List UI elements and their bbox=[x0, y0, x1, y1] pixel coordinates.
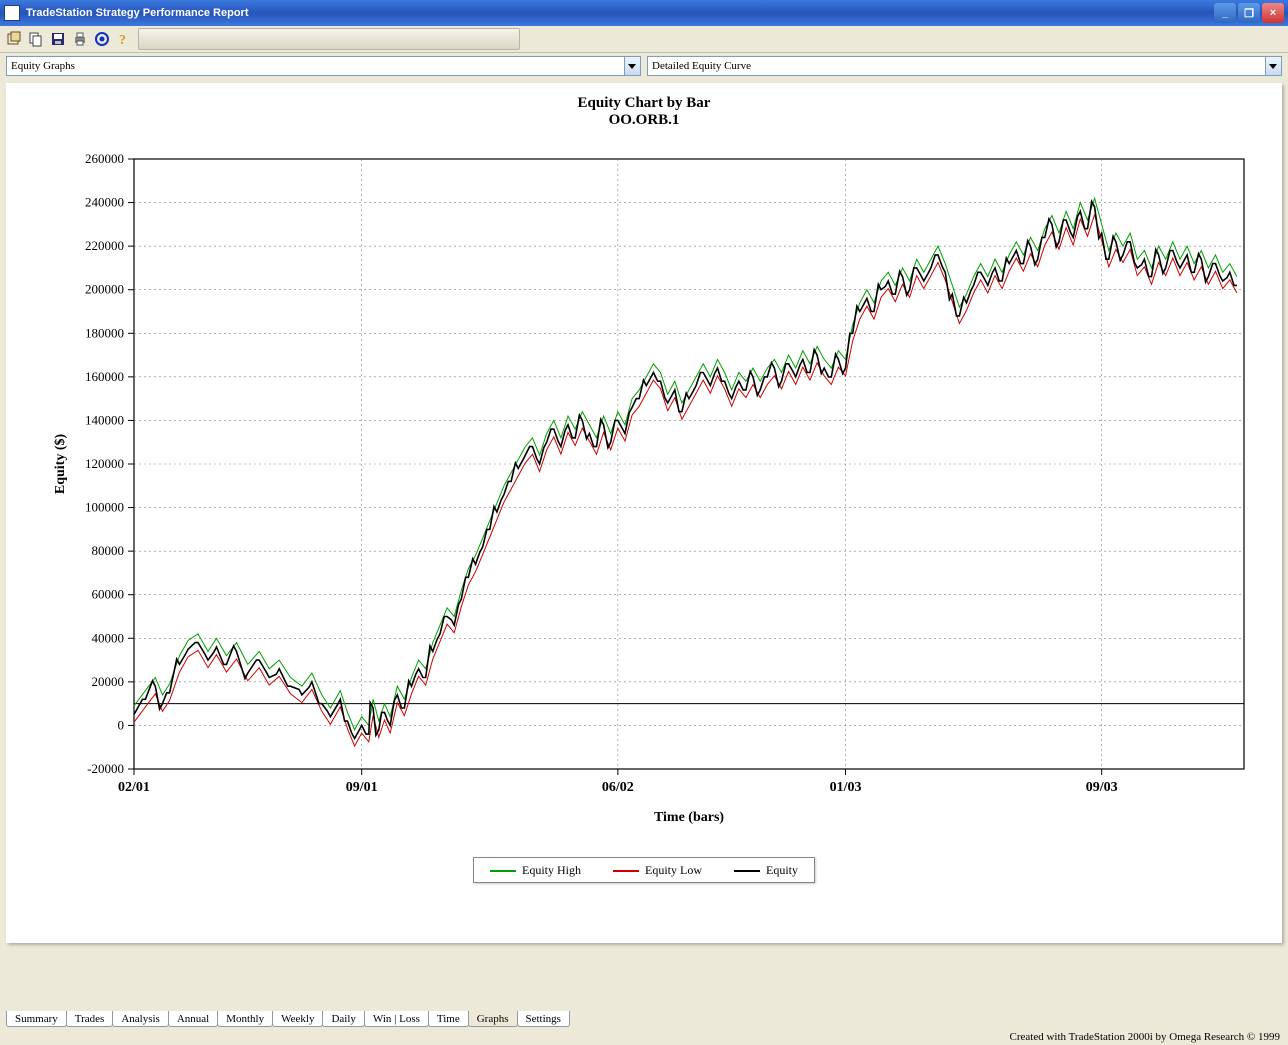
tab-analysis[interactable]: Analysis bbox=[112, 1011, 169, 1027]
tab-trades[interactable]: Trades bbox=[66, 1011, 114, 1027]
svg-text:01/03: 01/03 bbox=[830, 780, 862, 795]
toolbar: ? bbox=[0, 26, 1288, 53]
svg-text:140000: 140000 bbox=[85, 412, 124, 427]
legend-label: Equity Low bbox=[645, 863, 702, 877]
svg-text:09/03: 09/03 bbox=[1086, 780, 1118, 795]
chart-panel: Equity Chart by Bar OO.ORB.1 -20000 0 2000… bbox=[6, 83, 1282, 943]
close-button[interactable]: × bbox=[1262, 3, 1284, 23]
window-title: TradeStation Strategy Performance Report bbox=[26, 7, 249, 19]
tab-daily[interactable]: Daily bbox=[322, 1011, 364, 1027]
svg-text:40000: 40000 bbox=[92, 630, 125, 645]
tab-settings[interactable]: Settings bbox=[517, 1011, 570, 1027]
legend-swatch bbox=[613, 870, 639, 872]
svg-text:Time (bars): Time (bars) bbox=[654, 810, 724, 825]
chart-title: Equity Chart by Bar bbox=[6, 83, 1282, 112]
legend-swatch bbox=[490, 870, 516, 872]
title-bar: TradeStation Strategy Performance Report… bbox=[0, 0, 1288, 26]
minimize-button[interactable]: _ bbox=[1214, 3, 1236, 23]
svg-text:200000: 200000 bbox=[85, 282, 124, 297]
graph-type-select[interactable] bbox=[6, 56, 641, 76]
svg-text:06/02: 06/02 bbox=[602, 780, 634, 795]
properties-icon[interactable] bbox=[6, 31, 22, 47]
legend-item: Equity Low bbox=[613, 863, 702, 878]
legend-item: Equity bbox=[734, 863, 798, 878]
chevron-down-icon[interactable] bbox=[1265, 57, 1281, 75]
svg-text:260000: 260000 bbox=[85, 151, 124, 166]
save-icon[interactable] bbox=[50, 31, 66, 47]
svg-text:120000: 120000 bbox=[85, 456, 124, 471]
chevron-down-icon[interactable] bbox=[624, 57, 640, 75]
footer-text: Created with TradeStation 2000i by Omega… bbox=[1010, 1031, 1280, 1043]
svg-text:-20000: -20000 bbox=[87, 761, 124, 776]
print-icon[interactable] bbox=[72, 31, 88, 47]
svg-text:60000: 60000 bbox=[92, 587, 125, 602]
toolbar-grip bbox=[138, 28, 520, 50]
tab-annual[interactable]: Annual bbox=[168, 1011, 218, 1027]
help-icon[interactable]: ? bbox=[116, 31, 132, 47]
svg-text:100000: 100000 bbox=[85, 500, 124, 515]
copy-icon[interactable] bbox=[28, 31, 44, 47]
legend: Equity High Equity Low Equity bbox=[473, 857, 815, 883]
svg-text:160000: 160000 bbox=[85, 369, 124, 384]
svg-text:80000: 80000 bbox=[92, 543, 125, 558]
svg-text:20000: 20000 bbox=[92, 674, 125, 689]
tab-summary[interactable]: Summary bbox=[6, 1011, 67, 1027]
target-icon[interactable] bbox=[94, 31, 110, 47]
tab-win-loss[interactable]: Win | Loss bbox=[364, 1011, 429, 1027]
legend-item: Equity High bbox=[490, 863, 581, 878]
svg-text:220000: 220000 bbox=[85, 238, 124, 253]
svg-text:240000: 240000 bbox=[85, 195, 124, 210]
legend-swatch bbox=[734, 870, 760, 872]
app-icon bbox=[4, 5, 20, 21]
tab-graphs[interactable]: Graphs bbox=[468, 1011, 518, 1027]
legend-label: Equity bbox=[766, 863, 798, 877]
svg-text:09/01: 09/01 bbox=[346, 780, 378, 795]
svg-text:180000: 180000 bbox=[85, 325, 124, 340]
tab-monthly[interactable]: Monthly bbox=[217, 1011, 273, 1027]
svg-text:02/01: 02/01 bbox=[118, 780, 150, 795]
legend-label: Equity High bbox=[522, 863, 581, 877]
tab-time[interactable]: Time bbox=[428, 1011, 469, 1027]
maximize-button[interactable]: ❐ bbox=[1238, 3, 1260, 23]
chart-subtitle: OO.ORB.1 bbox=[6, 112, 1282, 129]
selector-row bbox=[0, 53, 1288, 79]
svg-text:0: 0 bbox=[118, 717, 125, 732]
graph-detail-select[interactable] bbox=[647, 56, 1282, 76]
equity-chart: -20000 0 20000 40000 60000 80000 100000 120000 1… bbox=[14, 139, 1274, 839]
graph-type-value[interactable] bbox=[7, 60, 624, 72]
graph-detail-value[interactable] bbox=[648, 60, 1265, 72]
svg-text:Equity ($): Equity ($) bbox=[53, 434, 68, 495]
svg-text:?: ? bbox=[119, 33, 126, 47]
bottom-tabs: SummaryTradesAnalysisAnnualMonthlyWeekly… bbox=[6, 1011, 569, 1027]
tab-weekly[interactable]: Weekly bbox=[272, 1011, 323, 1027]
